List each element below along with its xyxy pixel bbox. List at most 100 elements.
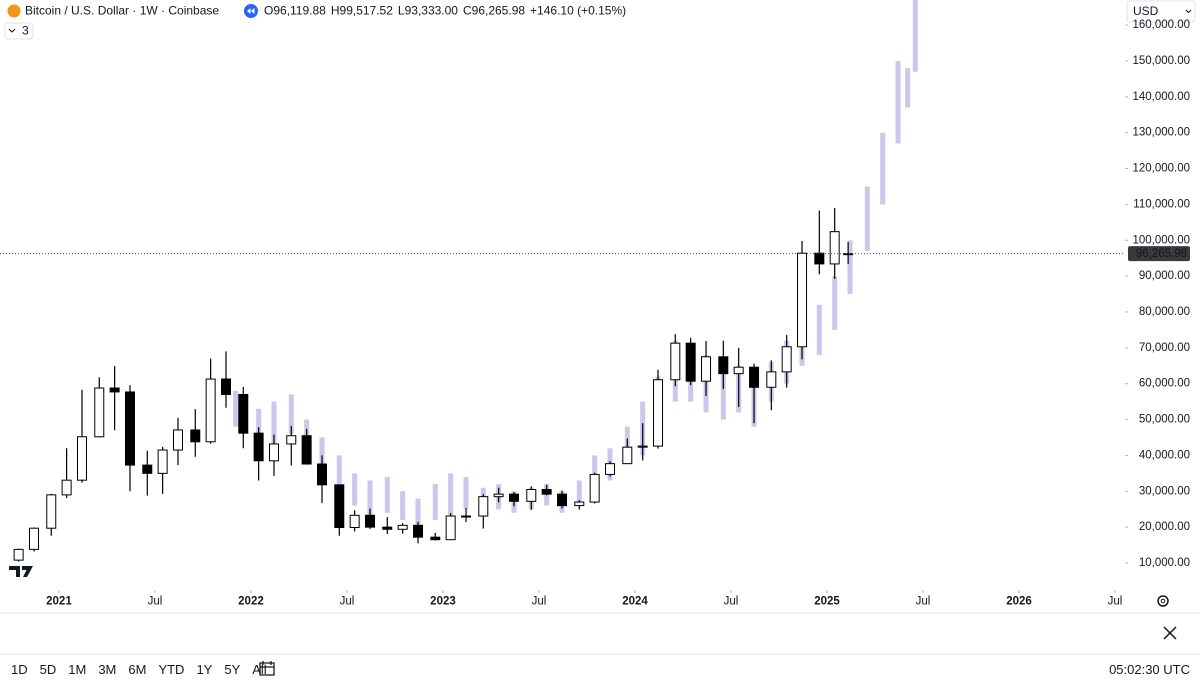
overlay-bar xyxy=(847,240,853,295)
overlay-bar xyxy=(832,276,838,330)
overlay-bar xyxy=(463,476,469,510)
ohlc-value: 96,265.98 xyxy=(472,4,526,18)
y-tick-label: 20,000.00 xyxy=(1139,521,1190,533)
ohlc-key: H xyxy=(331,4,340,18)
overlay-bar xyxy=(880,132,886,205)
last-price-box xyxy=(1128,246,1190,262)
y-tick-label: 80,000.00 xyxy=(1139,306,1190,318)
y-tick-label: 70,000.00 xyxy=(1139,342,1190,354)
candle-body xyxy=(701,356,712,382)
range-button[interactable]: 5Y xyxy=(224,662,240,677)
candle-body xyxy=(541,488,552,495)
candle-body xyxy=(61,479,72,496)
range-button[interactable]: 1Y xyxy=(196,662,212,677)
candle-body xyxy=(142,464,153,474)
indicators-toggle[interactable] xyxy=(4,22,34,40)
y-tick-label: 90,000.00 xyxy=(1139,270,1190,282)
candle-body xyxy=(349,514,360,528)
candle-body xyxy=(670,342,681,381)
range-button[interactable]: 6M xyxy=(128,662,146,677)
candle-body xyxy=(46,494,57,529)
y-tick-label: 160,000.00 xyxy=(1132,19,1190,31)
range-button[interactable]: 5D xyxy=(40,662,57,677)
symbol-title: Bitcoin / U.S. Dollar · 1W · Coinbase xyxy=(25,4,219,18)
overlay-bar xyxy=(912,0,918,72)
overlay-bar xyxy=(864,186,870,252)
range-button[interactable]: 1M xyxy=(68,662,86,677)
settings-icon[interactable] xyxy=(1157,595,1169,607)
ohlc-value: 99,517.52 xyxy=(340,4,394,18)
candle-body xyxy=(94,387,105,438)
ohlc-key: C xyxy=(463,4,472,18)
symbol-icon xyxy=(7,4,21,18)
range-button[interactable]: 1D xyxy=(11,662,28,677)
overlay-bar xyxy=(288,394,294,434)
ohlc-legend: O 96,119.88 H 99,517.52 L 93,333.00 C 96,265.98 xyxy=(264,4,525,18)
candle-body xyxy=(843,253,854,256)
candle-body xyxy=(478,496,489,517)
chevron xyxy=(8,28,16,33)
candle-body xyxy=(605,463,616,475)
x-tick-label: Jul xyxy=(724,596,739,608)
candle-body xyxy=(589,473,600,503)
candle-body xyxy=(461,515,472,518)
candle-body xyxy=(797,252,808,348)
x-tick-label: 2021 xyxy=(46,596,72,608)
candle-body xyxy=(334,484,345,528)
candle-body xyxy=(445,515,456,541)
candle-body xyxy=(205,378,216,443)
x-tick-label: 2022 xyxy=(238,596,264,608)
date-range-icon[interactable] xyxy=(259,661,275,676)
change: +146.10 (+0.15%) xyxy=(530,4,626,18)
overlay-bar xyxy=(576,480,582,503)
candle-body xyxy=(493,493,504,498)
ohlc-value: 96,119.88 xyxy=(273,4,326,18)
overlay-bar xyxy=(271,401,277,449)
candle-body xyxy=(76,436,87,481)
x-tick-label: Jul xyxy=(532,596,547,608)
x-tick-label: 2025 xyxy=(814,596,840,608)
y-tick-label: 50,000.00 xyxy=(1139,414,1190,426)
candle-body xyxy=(220,378,231,395)
candle-body xyxy=(28,527,39,550)
candle-body xyxy=(653,379,664,447)
candle-body xyxy=(718,356,729,375)
settings-icon-core xyxy=(1160,598,1166,604)
candle-body xyxy=(733,366,744,375)
close-icon[interactable] xyxy=(1163,626,1177,640)
x-tick-label: Jul xyxy=(916,596,931,608)
overlay-bar xyxy=(816,304,822,356)
candle-body xyxy=(172,429,183,451)
last-price-label: 96,265.98 xyxy=(1136,248,1187,260)
candle-body xyxy=(557,493,568,507)
candle-body xyxy=(685,342,696,382)
logo xyxy=(9,566,33,577)
x-tick-label: Jul xyxy=(340,596,355,608)
y-tick-label: 100,000.00 xyxy=(1132,234,1190,246)
candle-body xyxy=(622,446,633,465)
range-button[interactable]: 3M xyxy=(98,662,116,677)
overlay-bar xyxy=(905,68,911,108)
range-button[interactable]: YTD xyxy=(158,662,184,677)
y-tick-label: 130,000.00 xyxy=(1132,127,1190,139)
y-tick-label: 140,000.00 xyxy=(1132,91,1190,103)
ohlc-value: 93,333.00 xyxy=(405,4,459,18)
candle-body xyxy=(413,524,424,538)
overlay-bar xyxy=(432,484,438,520)
y-tick-label: 120,000.00 xyxy=(1132,163,1190,175)
overlay-bar xyxy=(415,498,421,528)
x-tick-label: Jul xyxy=(148,596,163,608)
plot-area xyxy=(0,0,1125,562)
candle-body xyxy=(317,463,328,486)
candle-body xyxy=(637,445,648,448)
candle-body xyxy=(253,432,264,462)
y-tick-label: 30,000.00 xyxy=(1139,485,1190,497)
currency-button[interactable] xyxy=(1126,0,1196,23)
range-bar: 1D 5D 1M 3M 6M YTD 1Y 5Y All xyxy=(11,662,267,677)
candle-body xyxy=(430,536,441,541)
ohlc-key: L xyxy=(398,4,405,18)
overlay-bar xyxy=(384,476,390,513)
candle-body xyxy=(397,524,408,530)
candle-body xyxy=(526,488,537,502)
